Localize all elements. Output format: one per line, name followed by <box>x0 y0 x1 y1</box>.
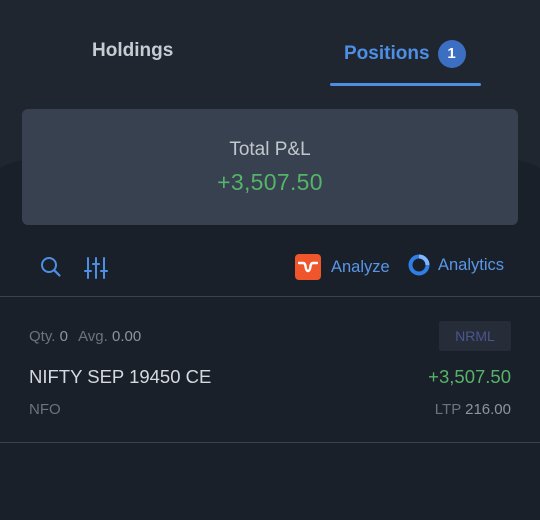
tab-positions[interactable]: Positions 1 <box>344 40 466 68</box>
position-symbol: NIFTY SEP 19450 CE <box>29 366 212 387</box>
ltp-value: 216.00 <box>465 401 511 418</box>
qty-label: Qty. <box>29 328 56 345</box>
avg-value: 0.00 <box>112 328 142 345</box>
ltp-label: LTP <box>434 401 461 418</box>
total-pnl-value: +3,507.50 <box>217 169 323 195</box>
divider <box>0 296 540 297</box>
positions-count-badge: 1 <box>437 40 466 68</box>
analyze-label: Analyze <box>331 257 390 276</box>
active-tab-indicator <box>330 83 481 86</box>
analyze-button[interactable]: Analyze <box>295 254 390 280</box>
position-exchange: NFO <box>29 401 61 418</box>
analyze-logo-icon <box>295 254 321 280</box>
tab-holdings[interactable]: Holdings <box>92 40 173 62</box>
position-pnl: +3,507.50 <box>428 366 511 387</box>
analytics-logo-icon <box>408 254 430 276</box>
divider <box>0 442 540 443</box>
qty-value: 0 <box>59 328 68 345</box>
avg-label: Avg. <box>78 328 108 345</box>
analytics-label: Analytics <box>438 255 505 274</box>
tab-positions-label: Positions <box>344 43 430 64</box>
total-pnl-card: Total P&L +3,507.50 <box>22 109 518 225</box>
tab-bar: Holdings Positions 1 <box>0 0 540 88</box>
total-pnl-label: Total P&L <box>229 139 311 160</box>
analytics-button[interactable]: Analytics <box>408 254 504 276</box>
position-ltp: LTP 216.00 <box>435 401 511 418</box>
positions-toolbar: Analyze Analytics <box>0 250 540 286</box>
tab-holdings-label: Holdings <box>92 40 174 61</box>
search-icon[interactable] <box>40 256 62 283</box>
position-row[interactable]: Qty. 0 Avg. 0.00 NRML NIFTY SEP 19450 CE… <box>0 296 540 442</box>
filter-sliders-icon[interactable] <box>84 256 108 285</box>
product-type-tag: NRML <box>439 321 511 351</box>
position-qty-avg: Qty. 0 Avg. 0.00 <box>29 328 141 345</box>
